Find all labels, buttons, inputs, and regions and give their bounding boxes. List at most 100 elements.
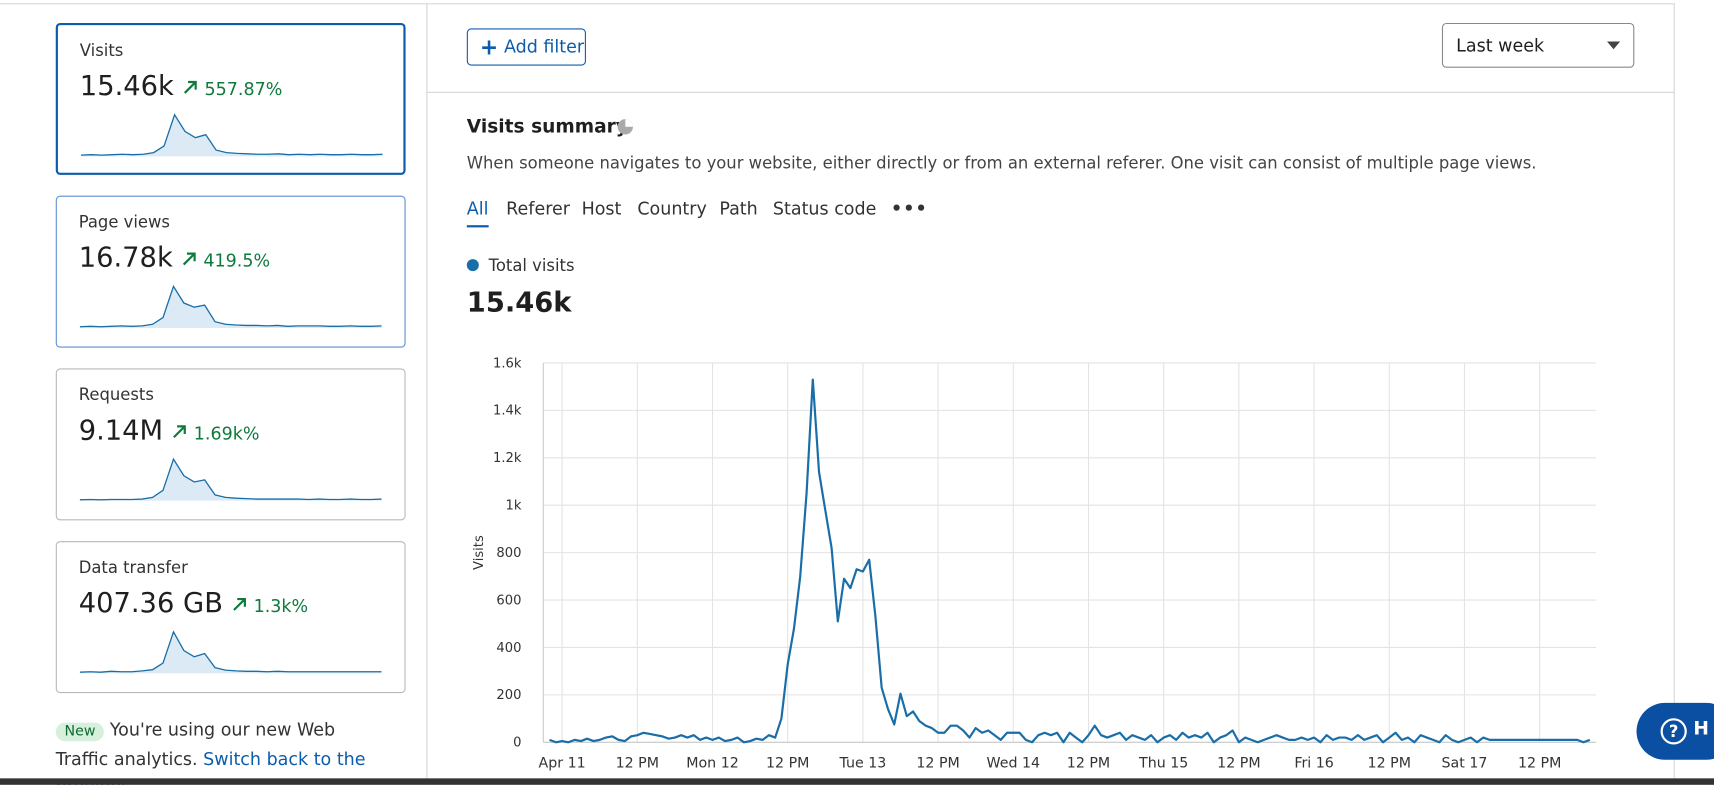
description: When someone navigates to your website, … <box>466 153 1537 173</box>
y-tick-label: 1.2k <box>493 451 522 466</box>
sparkline-area <box>79 459 382 501</box>
x-tick-label: Apr 11 <box>539 755 586 771</box>
x-tick-label: Tue 13 <box>838 755 886 771</box>
change-text: 1.3k% <box>253 595 309 617</box>
badge: New <box>55 722 105 742</box>
sparkline-area <box>79 286 382 328</box>
help-button[interactable]: ? H <box>1636 702 1714 760</box>
arrow-icon <box>182 252 196 266</box>
card-value: 16.78k 419.5% <box>79 242 270 274</box>
y-tick-label: 1.6k <box>493 356 522 371</box>
tab[interactable]: Host <box>581 197 622 219</box>
x-tick-label: 12 PM <box>1368 755 1411 771</box>
change: 1.3k% <box>232 596 308 617</box>
arrow-icon <box>173 425 187 439</box>
notice: New You're using our new Web Traffic ana… <box>55 716 384 785</box>
card-value: 15.46k 557.87% <box>80 70 283 102</box>
value: 16.78k <box>78 241 173 274</box>
y-tick-label: 200 <box>496 688 521 703</box>
range-select[interactable]: Last week <box>1441 22 1635 68</box>
y-tick-label: 800 <box>496 546 521 561</box>
divider <box>426 91 1675 93</box>
x-tick-label: Wed 14 <box>987 755 1041 771</box>
sparkline-line <box>79 630 382 673</box>
x-tick-label: Sat 17 <box>1442 755 1488 771</box>
help-icon: ? <box>1660 718 1687 745</box>
arrow <box>173 425 187 439</box>
info-icon <box>617 119 633 135</box>
value: 407.36 GB <box>78 587 223 619</box>
caret <box>1607 41 1621 50</box>
change-text: 419.5% <box>203 250 271 272</box>
sparkline <box>80 113 383 157</box>
change: 419.5% <box>182 250 271 272</box>
tab[interactable]: Path <box>719 197 758 219</box>
sparkline <box>79 284 382 328</box>
x-tick-label: Mon 12 <box>686 755 739 771</box>
help-label: H <box>1693 718 1709 741</box>
x-tick-label: 12 PM <box>1518 755 1561 771</box>
legend-label: Total visits <box>488 255 575 276</box>
card-value: 407.36 GB 1.3k% <box>79 587 308 619</box>
legend-dot <box>466 259 479 272</box>
y-tick-label: 400 <box>496 641 521 656</box>
total: 15.46k <box>466 286 572 319</box>
card-title: Data transfer <box>78 557 188 578</box>
metric-card[interactable]: Requests 9.14M 1.69k% <box>55 368 406 521</box>
x-tick-label: 12 PM <box>1217 755 1260 771</box>
y-tick-label: 1k <box>506 499 522 514</box>
top-border <box>0 3 1675 5</box>
sparkline-line <box>79 284 382 328</box>
plus-icon: + <box>479 33 499 61</box>
card-title: Page views <box>78 212 170 232</box>
y-axis-label: Visits <box>472 535 487 570</box>
sparkline <box>79 630 382 674</box>
sparkline-line <box>79 457 382 501</box>
taskbar <box>0 778 1714 785</box>
sparkline-area <box>80 114 383 157</box>
divider <box>1673 3 1675 779</box>
tab[interactable]: Referer <box>506 197 570 219</box>
metric-card[interactable]: Data transfer 407.36 GB 1.3k% <box>55 541 406 694</box>
tab[interactable]: Status code <box>772 197 877 219</box>
x-tick-label: 12 PM <box>916 755 959 771</box>
metric-card[interactable]: Visits 15.46k 557.87% <box>55 22 406 175</box>
arrow <box>184 80 197 94</box>
tab[interactable]: Country <box>637 197 707 219</box>
chart: 0 200 400 600 800 1k 1.2k 1.4k 1.6k Apr 11 12 PM Mo… <box>472 356 1597 771</box>
change: 1.69k% <box>172 423 260 444</box>
x-tick-label: Fri 16 <box>1294 755 1334 771</box>
value: 9.14M <box>78 414 164 447</box>
metric-card[interactable]: Page views 16.78k 419.5% <box>55 195 406 348</box>
change-text: 1.69k% <box>193 423 260 444</box>
change: 557.87% <box>183 78 283 100</box>
arrow-icon <box>233 597 246 611</box>
card-value: 9.14M 1.69k% <box>79 414 260 446</box>
arrow <box>182 252 196 266</box>
divider <box>426 3 428 779</box>
sparkline-line <box>80 113 383 156</box>
change-text: 557.87% <box>204 78 283 100</box>
x-tick-label: 12 PM <box>1067 755 1110 771</box>
arrow-icon <box>184 80 197 94</box>
card-title: Visits <box>79 40 124 61</box>
data-line <box>549 378 1591 744</box>
section-title: Visits summary <box>466 115 628 138</box>
value: 15.46k <box>79 69 174 102</box>
tab[interactable]: All <box>466 198 489 228</box>
add-filter-button[interactable]: + Add filter <box>466 28 586 66</box>
more-tabs[interactable]: ••• <box>890 197 928 219</box>
x-tick-label: 12 PM <box>616 755 659 771</box>
y-tick-label: 1.4k <box>493 404 522 419</box>
button-label: Add filter <box>503 36 585 57</box>
sparkline <box>79 457 382 501</box>
select-value: Last week <box>1456 34 1545 56</box>
x-tick-label: Thu 15 <box>1138 755 1188 771</box>
notice-text: You're using our new Web Traffic analyti… <box>55 719 336 770</box>
sparkline-area <box>79 631 382 674</box>
card-title: Requests <box>78 384 154 405</box>
x-tick-label: 12 PM <box>766 755 809 771</box>
y-tick-label: 600 <box>496 593 521 608</box>
